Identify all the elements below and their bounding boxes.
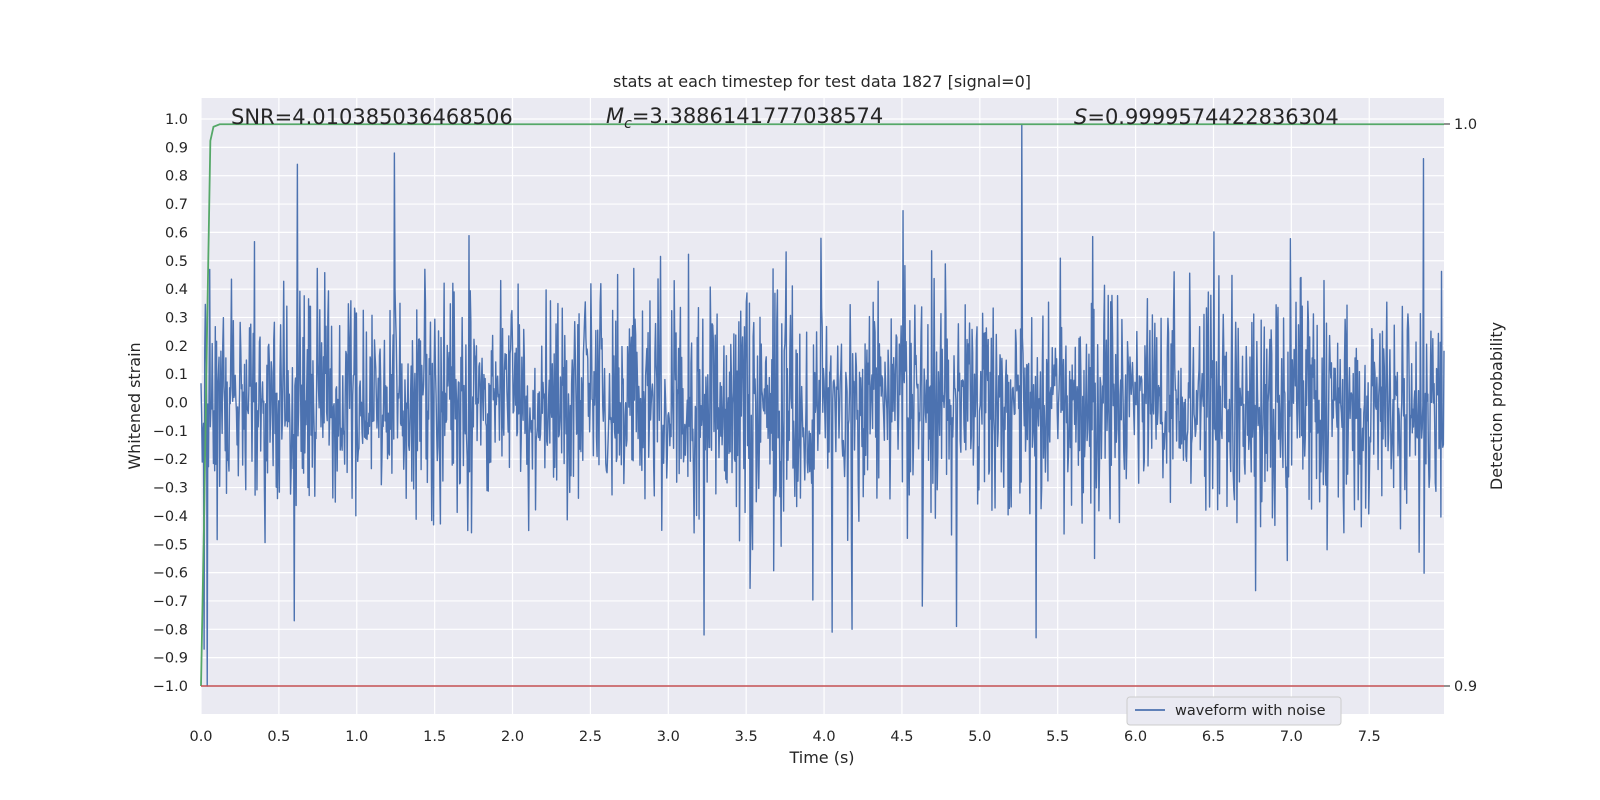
chirp-mass-value: =3.3886141777038574 [632, 104, 883, 128]
y-tick-label: −0.1 [153, 424, 188, 440]
x-tick-label: 4.5 [890, 729, 913, 745]
series-waveform-with-noise [200, 123, 1445, 687]
y-tick-label: −1.0 [153, 679, 188, 695]
chirp-mass-symbol: M [606, 104, 624, 128]
x-tick-label: 2.5 [579, 729, 602, 745]
x-tick-label: 2.0 [501, 729, 524, 745]
detection-score-value: =0.9999574422836304 [1087, 105, 1338, 129]
y-ticks: 1.0 0.9 0.8 0.7 0.6 0.5 0.4 0.3 0.2 0.1 0.0 −0.1 −0.… [153, 112, 188, 695]
y2-tick-label: 0.9 [1454, 679, 1477, 695]
x-tick-label: 6.0 [1124, 729, 1147, 745]
x-axis-label: Time (s) [788, 748, 854, 767]
snr-annotation: SNR=4.010385036468506 [231, 105, 513, 129]
y-tick-label: −0.3 [153, 481, 188, 497]
y-tick-label: 0.2 [165, 339, 188, 355]
series-layer [200, 123, 1445, 687]
y-tick-label: 0.7 [165, 197, 188, 213]
y-tick-label: 0.5 [165, 254, 188, 270]
y-tick-label: −0.5 [153, 537, 188, 553]
y-tick-label: −0.2 [153, 452, 188, 468]
y-tick-label: −0.4 [153, 509, 188, 525]
x-tick-label: 7.5 [1358, 729, 1381, 745]
y-tick-label: −0.7 [153, 594, 188, 610]
x-tick-label: 6.5 [1202, 729, 1225, 745]
y-tick-label: 0.0 [165, 396, 188, 412]
detection-score-annotation: S=0.9999574422836304 [1074, 105, 1339, 129]
y-tick-label: −0.8 [153, 622, 188, 638]
legend: waveform with noise [1126, 696, 1342, 726]
y-tick-label: −0.9 [153, 651, 188, 667]
chirp-mass-annotation: Mc=3.3886141777038574 [606, 104, 883, 132]
y-tick-label: 0.1 [165, 367, 188, 383]
x-tick-label: 4.0 [813, 729, 836, 745]
y-tick-label: 1.0 [165, 112, 188, 128]
y-tick-label: 0.3 [165, 310, 188, 326]
x-tick-label: 3.0 [657, 729, 680, 745]
y2-axis-label: Detection probability [1487, 322, 1506, 490]
series-detection-probability [200, 123, 1445, 687]
x-tick-label: 0.0 [189, 729, 212, 745]
y2-ticks: 1.0 0.9 [1444, 117, 1477, 695]
x-tick-label: 7.0 [1280, 729, 1303, 745]
x-ticks: 0.0 0.5 1.0 1.5 2.0 2.5 3.0 3.5 4.0 4.5 5.0 5.5 6.0 6… [189, 729, 1380, 745]
x-tick-label: 1.0 [345, 729, 368, 745]
x-tick-label: 3.5 [735, 729, 758, 745]
y2-tick-label: 1.0 [1454, 117, 1477, 133]
chart-title: stats at each timestep for test data 182… [613, 72, 1031, 91]
x-tick-label: 0.5 [267, 729, 290, 745]
y-tick-label: −0.6 [153, 566, 188, 582]
x-tick-label: 1.5 [423, 729, 446, 745]
y-tick-label: 0.9 [165, 140, 188, 156]
x-tick-label: 5.0 [968, 729, 991, 745]
y-axis-label: Whitened strain [125, 342, 144, 469]
detection-score-symbol: S [1074, 105, 1087, 129]
y-tick-label: 0.6 [165, 225, 188, 241]
x-tick-label: 5.5 [1046, 729, 1069, 745]
legend-box [1126, 696, 1342, 726]
y-tick-label: 0.4 [165, 282, 188, 298]
chirp-mass-subscript: c [624, 116, 632, 132]
y-tick-label: 0.8 [165, 169, 188, 185]
legend-label-waveform: waveform with noise [1175, 703, 1326, 719]
